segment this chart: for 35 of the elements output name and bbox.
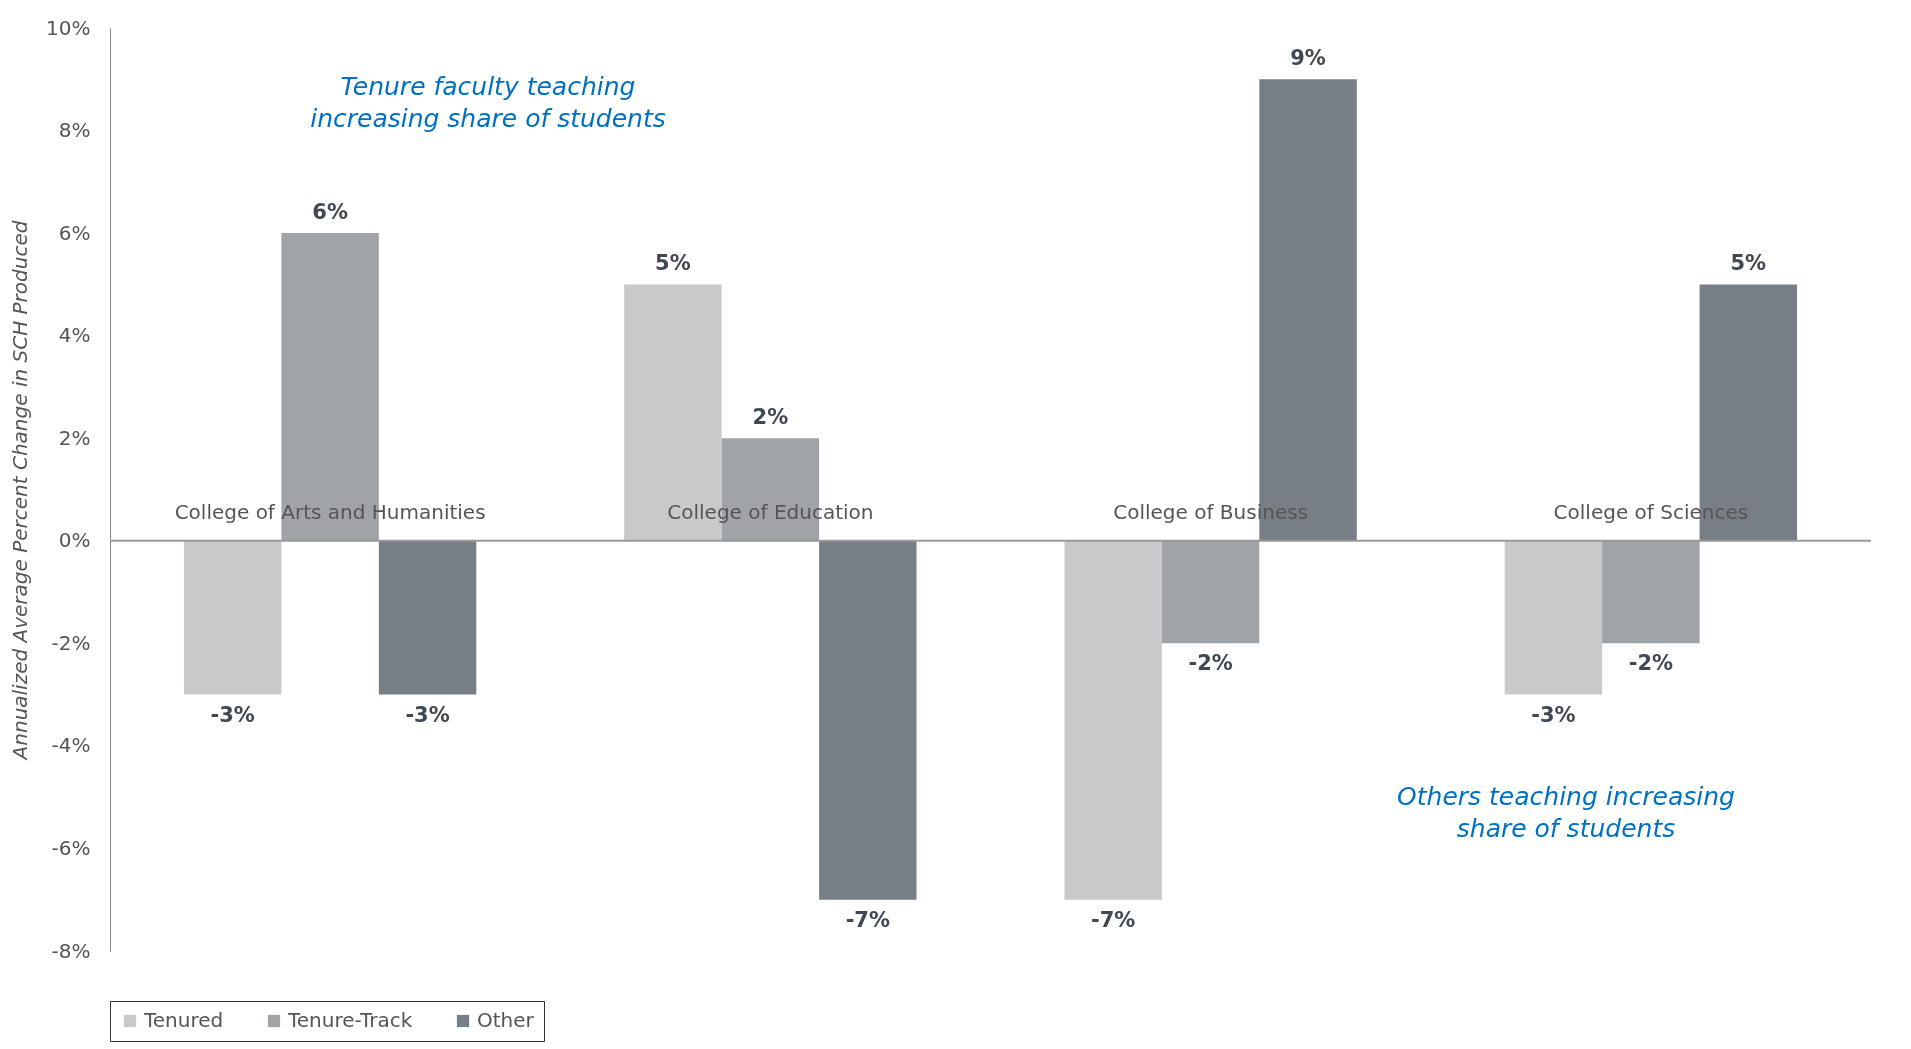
bar: [1602, 540, 1700, 644]
y-tick-label: -6%: [51, 835, 91, 860]
data-label: -3%: [405, 702, 450, 727]
bar: [1161, 540, 1260, 644]
data-label: -7%: [1091, 907, 1136, 932]
data-label: -7%: [845, 907, 890, 932]
y-tick-label: -4%: [51, 733, 91, 758]
y-tick-label: -8%: [51, 938, 91, 963]
bar: [1064, 540, 1162, 900]
bar: [378, 540, 477, 695]
y-tick-label: 0%: [58, 528, 91, 553]
legend-label: Tenured: [143, 1008, 224, 1032]
data-label: 6%: [312, 200, 348, 225]
data-label: 5%: [655, 251, 691, 276]
y-axis-title: Annualized Average Percent Change in SCH Produced: [8, 220, 33, 762]
annotation: Tenure faculty teaching increasing share of students: [310, 72, 666, 133]
y-tick-label: 10%: [46, 15, 91, 40]
bar: [819, 540, 917, 900]
data-label: -3%: [1531, 702, 1576, 727]
legend-label: Other: [477, 1008, 535, 1032]
y-tick-label: 8%: [58, 118, 91, 143]
data-label: -2%: [1628, 651, 1674, 676]
data-label: 2%: [752, 405, 789, 430]
y-tick-label: -2%: [51, 630, 91, 655]
bar: [1504, 540, 1603, 695]
data-label: -3%: [210, 702, 255, 727]
y-tick-label: 4%: [58, 323, 91, 348]
y-tick-label: 6%: [58, 220, 91, 245]
y-tick-label: 2%: [58, 425, 91, 450]
bar: [183, 540, 282, 695]
data-label: -2%: [1188, 651, 1233, 676]
legend-label: Tenure-Track: [287, 1008, 413, 1032]
annotation: Others teaching increasing share of students: [1397, 782, 1735, 843]
data-label: 5%: [1730, 251, 1767, 276]
data-label: 9%: [1290, 46, 1326, 71]
